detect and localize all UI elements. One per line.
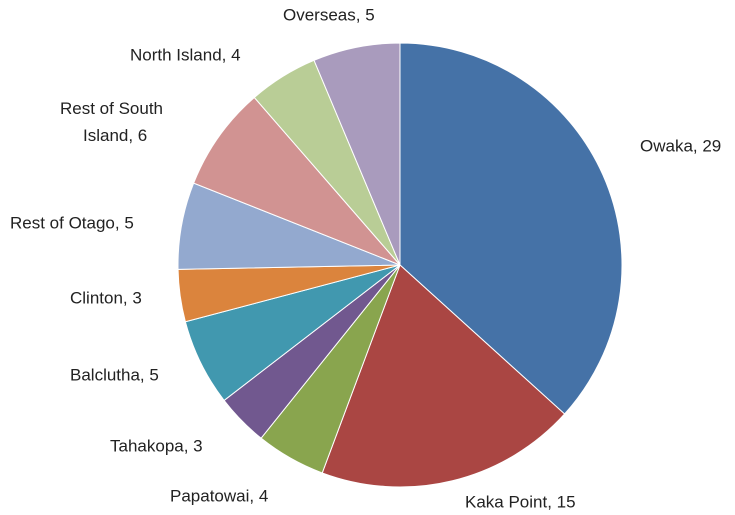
label-line: Rest of South [60, 99, 163, 118]
pie-slice [193, 96, 401, 266]
slice-label: North Island, 4 [130, 45, 241, 64]
slice-label: Papatowai, 4 [170, 486, 268, 505]
slice-label: Overseas, 5 [283, 5, 375, 24]
slice-label: Rest of Otago, 5 [10, 213, 134, 232]
slice-label: Balclutha, 5 [70, 365, 159, 384]
slice-label: Tahakopa, 3 [110, 436, 203, 455]
pie-slice [321, 264, 566, 488]
pie-slice [313, 42, 401, 266]
slice-label: Rest of South Island, 6 [60, 99, 163, 145]
pie-slice [399, 42, 623, 415]
slice-label: Owaka, 29 [640, 136, 721, 155]
slice-label: Kaka Point, 15 [465, 492, 576, 511]
slice-label: Clinton, 3 [70, 288, 142, 307]
label-line: Island, 6 [83, 126, 147, 145]
